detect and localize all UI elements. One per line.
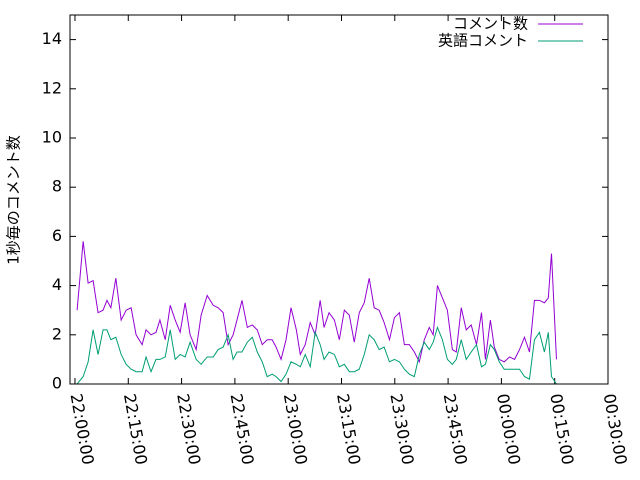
x-tick-label: 22:30:00 — [173, 392, 204, 466]
x-tick-label: 00:15:00 — [546, 392, 577, 466]
y-tick-label: 14 — [42, 29, 62, 48]
y-tick-label: 8 — [52, 177, 62, 196]
legend-label: コメント数 — [453, 15, 528, 33]
x-tick-label: 23:45:00 — [440, 392, 471, 466]
y-tick-label: 4 — [52, 275, 62, 294]
legend-label: 英語コメント — [438, 32, 528, 50]
x-tick-label: 22:45:00 — [227, 392, 258, 466]
y-tick-label: 6 — [52, 226, 62, 245]
y-tick-label: 0 — [52, 374, 62, 393]
series-line — [76, 241, 557, 364]
y-tick-label: 2 — [52, 324, 62, 343]
x-tick-label: 22:15:00 — [120, 392, 151, 466]
y-tick-label: 12 — [42, 78, 62, 97]
series-line — [76, 325, 557, 385]
plot-border — [69, 14, 609, 385]
x-tick-label: 00:30:00 — [600, 392, 631, 466]
y-axis-label: 1秒毎のコメント数 — [5, 135, 23, 265]
x-tick-label: 23:30:00 — [386, 392, 417, 466]
x-tick-label: 22:00:00 — [67, 392, 98, 466]
y-tick-label: 10 — [42, 128, 62, 147]
x-tick-label: 23:00:00 — [280, 392, 311, 466]
x-tick-label: 00:00:00 — [493, 392, 524, 466]
x-tick-label: 23:15:00 — [333, 392, 364, 466]
